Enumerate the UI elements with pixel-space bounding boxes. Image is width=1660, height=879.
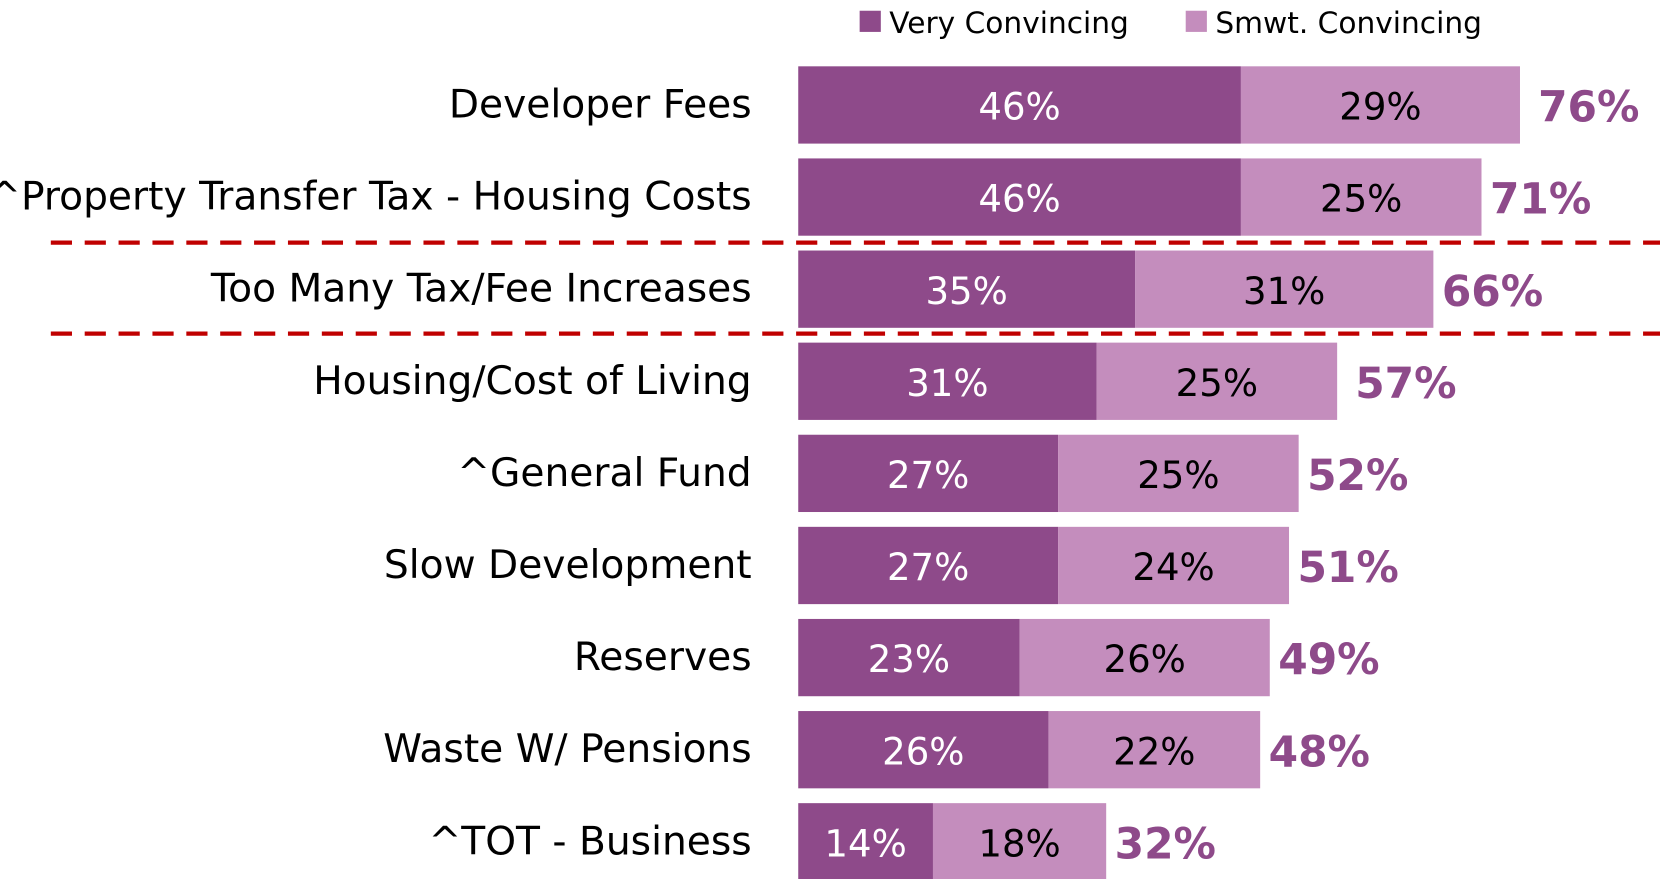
value-label: 27% (887, 546, 969, 589)
value-label: 46% (978, 178, 1060, 221)
bar-segment (798, 803, 933, 879)
category-label: ^Property Transfer Tax - Housing Costs (0, 175, 752, 220)
total-label: 66% (1442, 267, 1543, 316)
value-label: 22% (1113, 730, 1195, 773)
bar-segment (798, 342, 1097, 420)
value-label: 31% (1243, 270, 1325, 313)
bar-segment (798, 526, 1059, 605)
bar-segment (1135, 250, 1434, 328)
legend-label: Smwt. Convincing (1215, 5, 1482, 40)
value-label: 35% (925, 270, 1007, 313)
bar-segment (798, 158, 1241, 236)
value-label: 14% (824, 822, 906, 865)
total-label: 71% (1490, 175, 1591, 224)
total-label: 32% (1115, 819, 1216, 868)
value-label: 24% (1132, 546, 1214, 589)
total-label: 52% (1307, 451, 1408, 500)
bar-segment (932, 803, 1107, 879)
legend-swatch (859, 10, 881, 32)
category-label: ^General Fund (457, 451, 751, 496)
category-label: ^TOT - Business (429, 819, 752, 864)
total-label: 51% (1297, 543, 1398, 592)
value-label: 29% (1339, 86, 1421, 129)
value-label: 27% (887, 454, 969, 497)
category-label: Waste W/ Pensions (383, 727, 751, 772)
category-label: Too Many Tax/Fee Increases (210, 267, 752, 312)
legend-label: Very Convincing (889, 5, 1129, 40)
total-label: 76% (1538, 83, 1639, 132)
bar-segment (1058, 526, 1290, 605)
category-label: Slow Development (384, 543, 752, 588)
bar-segment (798, 250, 1136, 328)
value-label: 31% (906, 362, 988, 405)
bar-segment (1240, 66, 1520, 144)
value-label: 46% (978, 86, 1060, 129)
total-label: 48% (1269, 727, 1370, 776)
value-label: 26% (882, 730, 964, 773)
bar-segment (798, 434, 1059, 513)
total-label: 49% (1278, 635, 1379, 684)
bar-segment (798, 618, 1020, 697)
bar-segment (798, 711, 1049, 789)
category-label: Developer Fees (449, 82, 752, 127)
value-label: 23% (868, 638, 950, 681)
value-label: 26% (1104, 638, 1186, 681)
bar-segment (1048, 711, 1261, 789)
bar-segment (1019, 618, 1270, 697)
category-label: Reserves (574, 635, 752, 680)
bar-segment (1240, 158, 1482, 236)
legend-swatch (1185, 10, 1207, 32)
bar-segment (1058, 434, 1299, 513)
value-label: 25% (1176, 362, 1258, 405)
value-label: 18% (978, 822, 1060, 865)
value-label: 25% (1137, 454, 1219, 497)
value-label: 25% (1320, 178, 1402, 221)
total-label: 57% (1355, 359, 1456, 408)
category-label: Housing/Cost of Living (313, 359, 751, 404)
bar-segment (798, 66, 1241, 144)
bar-segment (1096, 342, 1338, 420)
